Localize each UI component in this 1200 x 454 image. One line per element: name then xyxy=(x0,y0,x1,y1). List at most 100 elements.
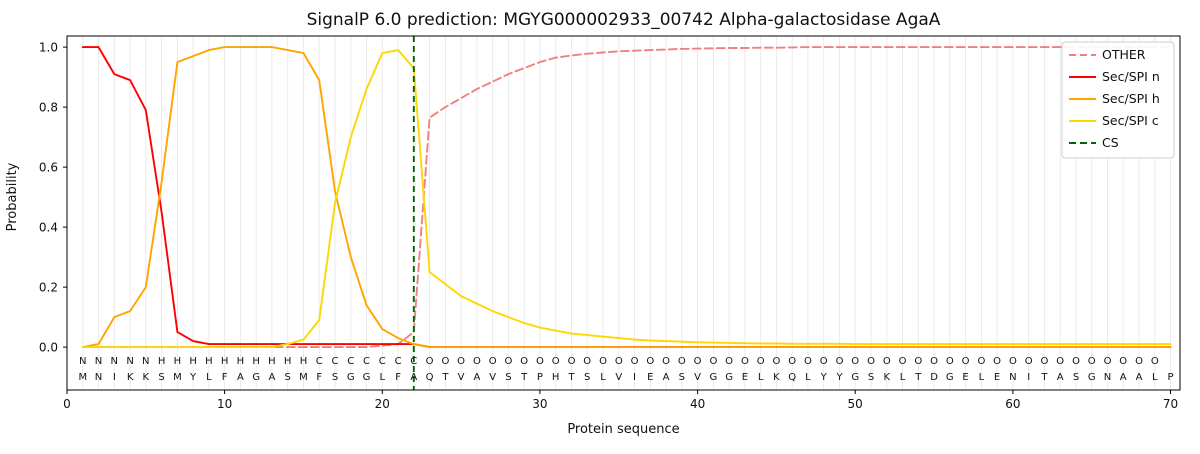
region-label: O xyxy=(678,356,686,367)
region-label: O xyxy=(1009,356,1017,367)
residue-letter: L xyxy=(600,372,606,383)
region-label: O xyxy=(489,356,497,367)
residue-letter: T xyxy=(1040,372,1048,383)
region-label: O xyxy=(1025,356,1033,367)
region-label: N xyxy=(79,356,86,367)
region-label: H xyxy=(205,356,213,367)
residue-letter: T xyxy=(520,372,528,383)
region-label: H xyxy=(189,356,197,367)
residue-letter: S xyxy=(332,372,338,383)
region-label: H xyxy=(252,356,260,367)
region-label: C xyxy=(410,356,417,367)
y-tick-label: 0.0 xyxy=(39,340,58,354)
legend-label-sec-spi-c: Sec/SPI c xyxy=(1102,113,1159,128)
residue-letter: Y xyxy=(189,372,197,383)
residue-letter: V xyxy=(615,372,622,383)
residue-letter: G xyxy=(347,372,355,383)
region-label: O xyxy=(899,356,907,367)
residue-letter: N xyxy=(95,372,102,383)
y-tick-label: 0.6 xyxy=(39,160,58,174)
region-label: O xyxy=(520,356,528,367)
region-label: O xyxy=(1135,356,1143,367)
region-label: H xyxy=(174,356,182,367)
residue-letter: G xyxy=(252,372,260,383)
x-tick-label: 70 xyxy=(1163,397,1178,411)
residue-letter: S xyxy=(584,372,590,383)
residue-letter: G xyxy=(1088,372,1096,383)
residue-letter: Y xyxy=(835,372,843,383)
region-label: C xyxy=(379,356,386,367)
residue-letter: V xyxy=(489,372,496,383)
residue-letter: A xyxy=(268,372,275,383)
residue-letter: T xyxy=(914,372,922,383)
region-label: O xyxy=(583,356,591,367)
residue-letter: V xyxy=(458,372,465,383)
region-label: O xyxy=(504,356,512,367)
residue-letter: A xyxy=(1120,372,1127,383)
residue-letter: K xyxy=(884,372,891,383)
x-tick-label: 20 xyxy=(375,397,390,411)
residue-letter: G xyxy=(725,372,733,383)
residue-letter: S xyxy=(1073,372,1079,383)
region-label: N xyxy=(111,356,118,367)
residue-letter: I xyxy=(633,372,636,383)
residue-letter: T xyxy=(567,372,575,383)
residue-letter: Q xyxy=(426,372,434,383)
residue-letter: A xyxy=(1136,372,1143,383)
y-tick-label: 0.8 xyxy=(39,100,58,114)
region-label: O xyxy=(473,356,481,367)
x-tick-label: 0 xyxy=(63,397,71,411)
axes-border xyxy=(66,35,1181,391)
region-label: O xyxy=(426,356,434,367)
series-line-sec-spi-c xyxy=(81,49,1172,349)
region-label: O xyxy=(757,356,765,367)
region-label: O xyxy=(646,356,654,367)
residue-letter: E xyxy=(647,372,653,383)
residue-letter: S xyxy=(679,372,685,383)
residue-letter: F xyxy=(395,372,401,383)
region-label: O xyxy=(1040,356,1048,367)
residue-letter: K xyxy=(773,372,780,383)
region-label: N xyxy=(142,356,149,367)
residue-letter: E xyxy=(994,372,1000,383)
region-label: O xyxy=(1151,356,1159,367)
region-label: O xyxy=(568,356,576,367)
region-label: O xyxy=(914,356,922,367)
region-label: O xyxy=(631,356,639,367)
region-label: H xyxy=(300,356,308,367)
residue-letter: N xyxy=(1104,372,1111,383)
residue-letter: P xyxy=(537,372,543,383)
region-label: C xyxy=(316,356,323,367)
residue-letter: P xyxy=(1167,372,1173,383)
legend-label-sec-spi-n: Sec/SPI n xyxy=(1102,69,1160,84)
region-label: O xyxy=(1088,356,1096,367)
residue-letter: L xyxy=(900,372,906,383)
region-label: H xyxy=(221,356,229,367)
residue-letter: A xyxy=(663,372,670,383)
region-label: O xyxy=(709,356,717,367)
residue-letter: S xyxy=(868,372,874,383)
region-label: O xyxy=(820,356,828,367)
residue-letter: T xyxy=(441,372,449,383)
region-label: C xyxy=(332,356,339,367)
residue-letter: L xyxy=(805,372,811,383)
region-label: O xyxy=(599,356,607,367)
region-label: O xyxy=(804,356,812,367)
y-tick-label: 1.0 xyxy=(39,40,58,54)
region-label: O xyxy=(851,356,859,367)
region-label: O xyxy=(662,356,670,367)
residue-letter: L xyxy=(380,372,386,383)
region-label: O xyxy=(788,356,796,367)
region-label: O xyxy=(725,356,733,367)
region-label: O xyxy=(741,356,749,367)
residue-letter: F xyxy=(222,372,228,383)
legend-box xyxy=(1061,41,1175,159)
region-label: C xyxy=(363,356,370,367)
residue-letter: A xyxy=(237,372,244,383)
residue-letter: I xyxy=(1027,372,1030,383)
region-label: O xyxy=(836,356,844,367)
x-tick-label: 60 xyxy=(1005,397,1020,411)
region-label: O xyxy=(772,356,780,367)
region-label: O xyxy=(883,356,891,367)
